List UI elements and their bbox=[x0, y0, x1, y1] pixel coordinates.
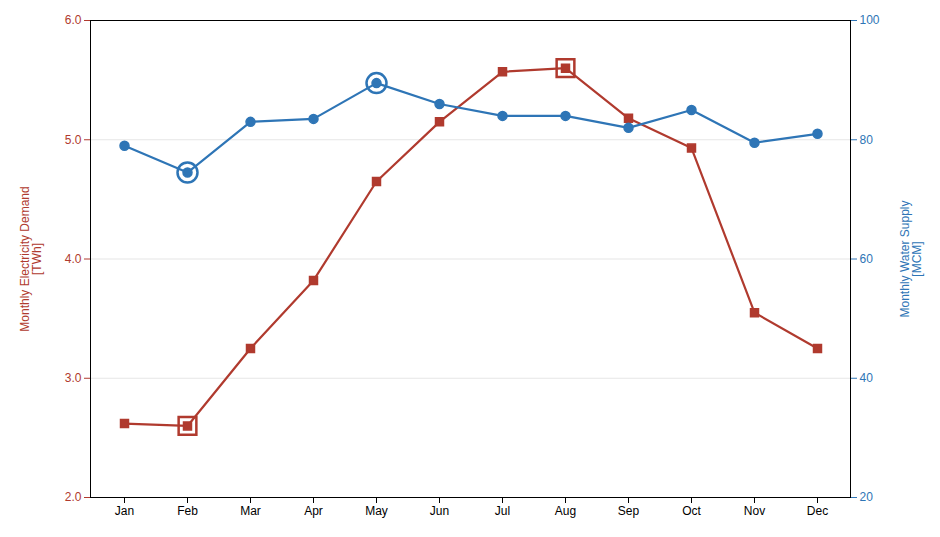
svg-text:Feb: Feb bbox=[177, 504, 198, 518]
svg-text:Apr: Apr bbox=[304, 504, 323, 518]
svg-text:20: 20 bbox=[860, 490, 874, 504]
svg-text:4.0: 4.0 bbox=[65, 252, 82, 266]
svg-text:3.0: 3.0 bbox=[65, 371, 82, 385]
svg-text:Aug: Aug bbox=[555, 504, 576, 518]
svg-text:40: 40 bbox=[860, 371, 874, 385]
svg-text:Monthly Electricity Demand[TWh: Monthly Electricity Demand[TWh] bbox=[18, 186, 44, 331]
svg-text:Mar: Mar bbox=[240, 504, 261, 518]
svg-text:Nov: Nov bbox=[744, 504, 765, 518]
svg-text:5.0: 5.0 bbox=[65, 133, 82, 147]
svg-text:May: May bbox=[365, 504, 388, 518]
svg-text:Sep: Sep bbox=[618, 504, 640, 518]
svg-text:Oct: Oct bbox=[682, 504, 701, 518]
svg-text:Monthly Water Supply[MCM]: Monthly Water Supply[MCM] bbox=[898, 201, 924, 318]
svg-text:80: 80 bbox=[860, 133, 874, 147]
svg-text:Dec: Dec bbox=[807, 504, 828, 518]
svg-text:Jul: Jul bbox=[495, 504, 510, 518]
svg-text:Jan: Jan bbox=[115, 504, 134, 518]
svg-text:100: 100 bbox=[860, 13, 880, 27]
svg-text:6.0: 6.0 bbox=[65, 13, 82, 27]
svg-text:Jun: Jun bbox=[430, 504, 449, 518]
svg-text:60: 60 bbox=[860, 252, 874, 266]
svg-text:2.0: 2.0 bbox=[65, 490, 82, 504]
